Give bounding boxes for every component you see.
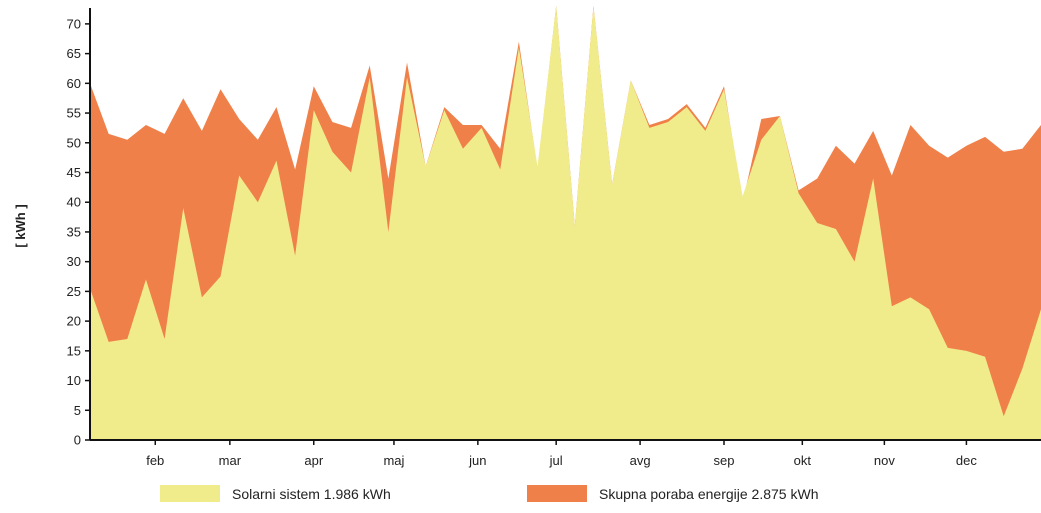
area-series-group — [90, 6, 1041, 441]
y-tick-label: 15 — [67, 343, 81, 358]
y-tick-label: 55 — [67, 106, 81, 121]
legend-item-consumption: Skupna poraba energije 2.875 kWh — [527, 485, 818, 502]
y-tick-label: 40 — [67, 195, 81, 210]
x-tick-label-sep: sep — [714, 453, 735, 468]
legend-label-consumption: Skupna poraba energije 2.875 kWh — [599, 485, 819, 502]
x-tick-label-apr: apr — [304, 453, 323, 468]
y-tick-label: 35 — [67, 224, 81, 239]
area-series-1 — [90, 6, 1041, 441]
x-tick-label-jul: jul — [549, 453, 563, 468]
x-tick-label-avg: avg — [630, 453, 651, 468]
chart-axes: 0 5 10 15 20 25 30 35 40 45 50 55 60 65 70 feb mar apr maj… — [67, 8, 1041, 468]
y-tick-label: 50 — [67, 135, 81, 150]
y-tick-label: 10 — [67, 373, 81, 388]
x-tick-label-feb: feb — [146, 453, 164, 468]
y-axis-label: [ kWh ] — [13, 204, 28, 247]
x-tick-label-maj: maj — [383, 453, 404, 468]
y-tick-label: 60 — [67, 76, 81, 91]
legend-swatch-solar — [160, 485, 220, 502]
x-tick-label-nov: nov — [874, 453, 895, 468]
legend: Solarni sistem 1.986 kWh Skupna poraba e… — [0, 485, 1041, 513]
y-tick-label: 30 — [67, 254, 81, 269]
y-tick-label: 25 — [67, 284, 81, 299]
x-tick-label-dec: dec — [956, 453, 977, 468]
area-chart: 0 5 10 15 20 25 30 35 40 45 50 55 60 65 70 feb mar apr maj… — [13, 6, 1041, 468]
legend-swatch-consumption — [527, 485, 587, 502]
y-tick-label: 65 — [67, 46, 81, 61]
x-tick-label-okt: okt — [794, 453, 812, 468]
y-tick-label: 5 — [74, 403, 81, 418]
legend-label-solar: Solarni sistem 1.986 kWh — [232, 485, 391, 502]
x-tick-label-mar: mar — [219, 453, 242, 468]
legend-item-solar: Solarni sistem 1.986 kWh — [160, 485, 391, 502]
y-tick-label: 20 — [67, 314, 81, 329]
y-tick-label: 0 — [74, 433, 81, 448]
y-tick-label: 45 — [67, 165, 81, 180]
x-tick-label-jun: jun — [468, 453, 486, 468]
y-tick-label: 70 — [67, 16, 81, 31]
